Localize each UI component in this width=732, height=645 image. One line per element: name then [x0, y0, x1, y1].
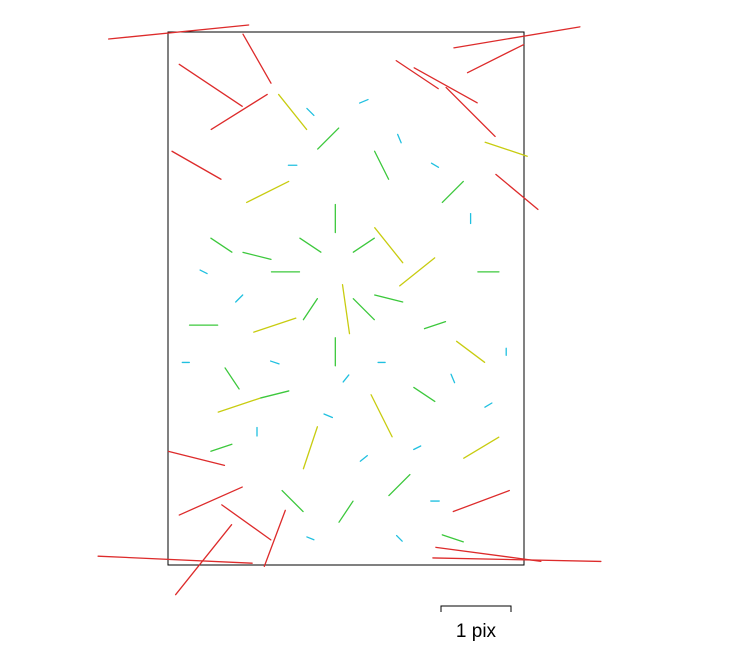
residual-vector — [263, 509, 286, 567]
residual-vector — [302, 298, 319, 321]
residual-vector — [423, 320, 447, 330]
residual-vector — [277, 93, 308, 131]
residual-vector — [178, 63, 243, 107]
residual-vector — [484, 402, 493, 408]
residual-vector — [224, 367, 240, 390]
residual-vector — [178, 486, 243, 516]
residual-vector — [210, 443, 233, 452]
residual-vector — [359, 454, 368, 462]
residual-vector — [373, 150, 390, 180]
residual-vector — [452, 489, 510, 513]
residual-vector — [341, 284, 351, 335]
residual-vector — [395, 534, 403, 542]
scale-bar-line — [440, 605, 512, 612]
residual-vector — [302, 426, 319, 470]
residual-vector — [217, 397, 261, 413]
residual-vector — [395, 59, 439, 90]
residual-vector — [430, 162, 440, 169]
residual-vector — [441, 534, 464, 543]
residual-vector — [445, 86, 496, 138]
residual-vector — [242, 251, 272, 261]
residual-vector — [306, 107, 315, 117]
residual-vector — [242, 33, 272, 84]
residual-vector — [210, 93, 268, 131]
residual-vector — [463, 436, 500, 459]
residual-vector — [435, 546, 542, 562]
residual-vector — [388, 473, 411, 497]
residual-vector — [432, 557, 602, 563]
residual-vector — [317, 127, 340, 150]
residual-vector — [352, 298, 375, 321]
frame — [167, 31, 525, 566]
residual-vector — [374, 294, 404, 303]
residual-vector — [174, 524, 233, 596]
residual-vector — [495, 173, 539, 211]
scale-bar — [440, 605, 512, 612]
residual-vector — [246, 180, 290, 204]
residual-vector — [306, 536, 315, 541]
residual-vector — [358, 98, 369, 104]
residual-vector — [235, 294, 244, 303]
residual-vector — [455, 340, 486, 363]
residual-vector — [374, 227, 404, 264]
residual-vector — [413, 67, 478, 104]
vector-field — [97, 24, 602, 596]
residual-vector — [97, 555, 253, 564]
residual-vector — [484, 141, 528, 157]
residual-vector — [167, 450, 226, 467]
residual-vector — [441, 180, 464, 204]
residual-vector — [299, 237, 322, 253]
residual-vector — [370, 394, 393, 438]
scale-label: 1 pix — [456, 621, 497, 642]
residual-vector — [108, 24, 250, 40]
residual-vector — [413, 386, 436, 403]
residual-vector — [450, 373, 456, 384]
residual-vector — [342, 374, 350, 383]
residual-vector — [399, 257, 436, 287]
residual-vector — [466, 44, 525, 74]
residual-vector — [323, 413, 334, 419]
residual-vector — [221, 504, 272, 541]
residual-vector — [199, 269, 208, 275]
residual-vector — [413, 445, 422, 451]
residual-vector — [269, 360, 280, 365]
residual-vector — [253, 317, 297, 333]
residual-vector — [338, 500, 354, 523]
residual-vector — [281, 489, 304, 513]
residual-vector — [260, 390, 290, 399]
residual-vector — [171, 150, 222, 180]
residual-vector — [210, 237, 233, 253]
residual-vector — [453, 26, 581, 49]
residual-vector — [352, 237, 375, 253]
residual-vector — [396, 133, 402, 144]
